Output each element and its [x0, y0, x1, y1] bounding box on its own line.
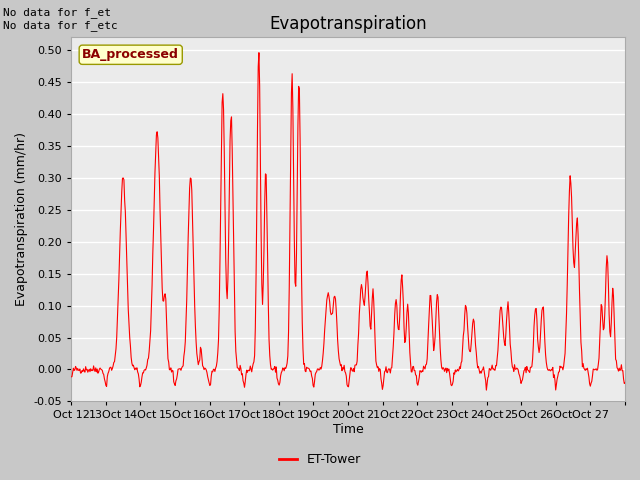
Text: No data for f_et: No data for f_et	[3, 7, 111, 18]
Legend: ET-Tower: ET-Tower	[273, 448, 367, 471]
Title: Evapotranspiration: Evapotranspiration	[269, 15, 427, 33]
Y-axis label: Evapotranspiration (mm/hr): Evapotranspiration (mm/hr)	[15, 132, 28, 306]
Text: No data for f_etc: No data for f_etc	[3, 20, 118, 31]
X-axis label: Time: Time	[333, 423, 364, 436]
Text: BA_processed: BA_processed	[83, 48, 179, 61]
